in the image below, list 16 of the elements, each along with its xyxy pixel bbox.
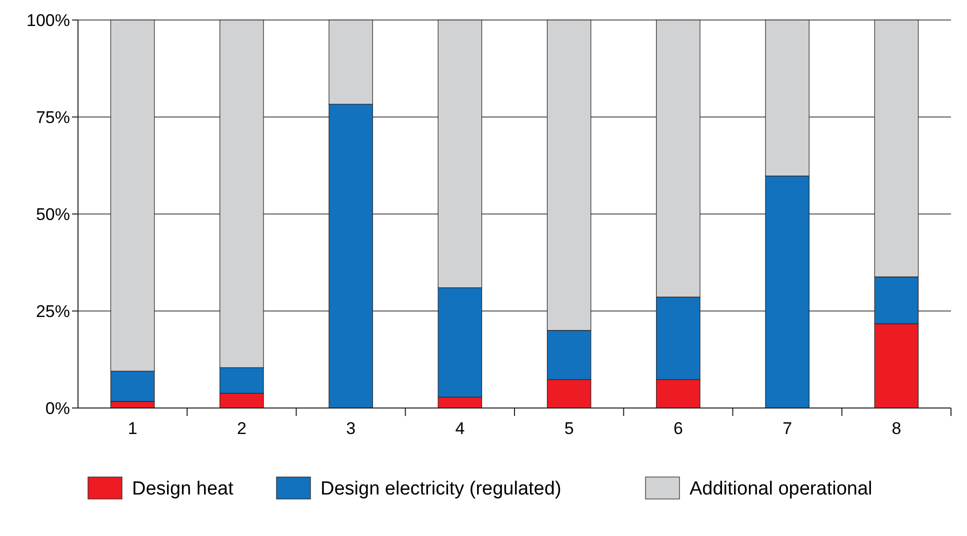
x-tick-label: 6 [673,419,683,438]
y-tick-label: 75% [36,108,70,127]
y-tick-label: 25% [36,302,70,321]
legend-label: Design heat [132,478,234,500]
x-tick-label: 1 [128,419,138,438]
y-tick-label: 50% [36,204,70,224]
y-tick-label: 100% [26,10,70,30]
x-tick-label: 4 [455,419,465,438]
legend-label: Additional operational [690,478,872,500]
x-tick-label: 3 [346,419,356,438]
x-tick-label: 2 [236,419,246,438]
x-tick-label: 7 [782,419,792,438]
legend-label: Design electricity (regulated) [320,478,562,500]
x-tick-label: 5 [564,419,574,438]
y-tick-label: 0% [45,398,70,418]
x-tick-label: 8 [892,419,902,438]
